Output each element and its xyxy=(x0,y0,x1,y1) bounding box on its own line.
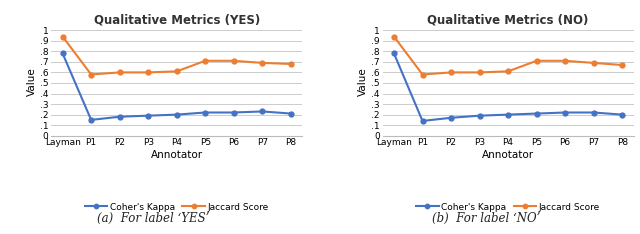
Line: Coher's Kappa: Coher's Kappa xyxy=(60,51,293,122)
Jaccard Score xyxy=(476,71,483,74)
Y-axis label: Value: Value xyxy=(27,68,37,96)
Jaccard Score xyxy=(532,59,540,62)
Coher's Kappa xyxy=(532,112,540,115)
Jaccard Score xyxy=(87,73,95,76)
Coher's Kappa xyxy=(116,115,124,118)
Coher's Kappa xyxy=(590,111,598,114)
Coher's Kappa xyxy=(59,52,67,55)
Jaccard Score xyxy=(287,62,294,65)
Y-axis label: Value: Value xyxy=(358,68,369,96)
Jaccard Score xyxy=(173,70,180,73)
Jaccard Score xyxy=(618,64,626,66)
Jaccard Score xyxy=(504,70,512,73)
Legend: Coher's Kappa, Jaccard Score: Coher's Kappa, Jaccard Score xyxy=(412,199,604,215)
Jaccard Score xyxy=(561,59,569,62)
Jaccard Score xyxy=(590,62,598,64)
Text: (a)  For label ‘YES’: (a) For label ‘YES’ xyxy=(97,212,210,225)
Coher's Kappa xyxy=(561,111,569,114)
Jaccard Score xyxy=(202,59,209,62)
Jaccard Score xyxy=(259,62,266,64)
Coher's Kappa xyxy=(618,113,626,116)
Line: Jaccard Score: Jaccard Score xyxy=(60,34,293,77)
Legend: Coher's Kappa, Jaccard Score: Coher's Kappa, Jaccard Score xyxy=(81,199,273,215)
Jaccard Score xyxy=(116,71,124,74)
Coher's Kappa xyxy=(87,118,95,121)
Coher's Kappa xyxy=(173,113,180,116)
Coher's Kappa xyxy=(202,111,209,114)
Line: Coher's Kappa: Coher's Kappa xyxy=(392,51,625,123)
Coher's Kappa xyxy=(476,114,483,117)
X-axis label: Annotator: Annotator xyxy=(150,150,203,160)
X-axis label: Annotator: Annotator xyxy=(482,150,534,160)
Coher's Kappa xyxy=(447,116,455,119)
Coher's Kappa xyxy=(390,52,398,55)
Coher's Kappa xyxy=(145,114,152,117)
Jaccard Score xyxy=(230,59,237,62)
Coher's Kappa xyxy=(419,120,426,122)
Jaccard Score xyxy=(390,35,398,38)
Text: (b)  For label ‘NO’: (b) For label ‘NO’ xyxy=(432,212,541,225)
Title: Qualitative Metrics (NO): Qualitative Metrics (NO) xyxy=(428,14,589,27)
Jaccard Score xyxy=(419,73,426,76)
Coher's Kappa xyxy=(504,113,512,116)
Jaccard Score xyxy=(145,71,152,74)
Coher's Kappa xyxy=(259,110,266,113)
Jaccard Score xyxy=(447,71,455,74)
Line: Jaccard Score: Jaccard Score xyxy=(392,34,625,77)
Title: Qualitative Metrics (YES): Qualitative Metrics (YES) xyxy=(93,14,260,27)
Coher's Kappa xyxy=(287,112,294,115)
Jaccard Score xyxy=(59,35,67,38)
Coher's Kappa xyxy=(230,111,237,114)
